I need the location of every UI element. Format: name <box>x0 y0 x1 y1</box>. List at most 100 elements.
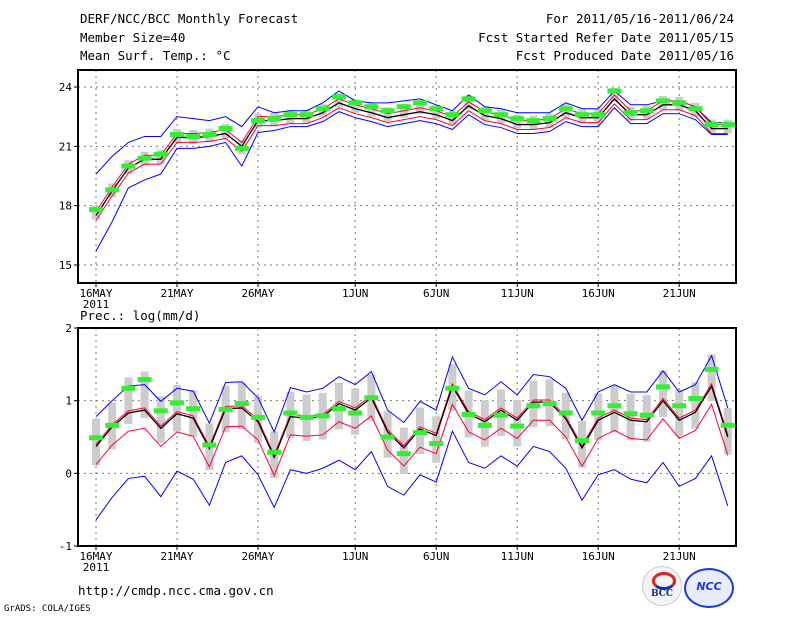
precip-observed-mark <box>720 422 735 428</box>
precip-observed-mark <box>704 366 719 372</box>
precip-xtick-label: 6JUN <box>423 550 450 563</box>
precip-observed-mark <box>251 414 265 420</box>
temp-xtick-label: 21MAY <box>160 287 193 300</box>
temp-plot-frame <box>77 69 737 284</box>
precip-observed-mark <box>477 422 492 428</box>
temp-observed-mark <box>202 131 217 137</box>
precip-xtick-label: 16MAY <box>79 550 112 563</box>
precip-member-box <box>140 371 149 419</box>
precip-observed-mark <box>364 395 379 401</box>
precip-max-line <box>95 354 729 434</box>
precip-observed-mark <box>672 403 687 409</box>
temp-member-box <box>367 102 376 117</box>
temp-observed-mark <box>283 112 298 118</box>
temp-ytick-label: 15 <box>59 259 72 272</box>
temp-observed-mark <box>429 106 444 112</box>
ncc-logo-text: NCC <box>696 580 722 593</box>
temp-observed-mark <box>494 112 508 118</box>
precip-member-box <box>432 416 441 463</box>
temp-member-box <box>335 92 343 107</box>
temp-observed-mark <box>380 108 395 114</box>
temp-observed-mark <box>364 104 379 110</box>
precip-panel-title: Prec.: log(mm/d) <box>80 308 201 323</box>
precip-member-box <box>124 377 133 424</box>
precip-xtick-label: 16JUN <box>582 550 615 563</box>
precip-ytick-label: 1 <box>65 395 72 408</box>
precip-member-box <box>399 427 408 475</box>
precip-member-box <box>561 392 570 440</box>
temp-observed-mark <box>639 108 654 114</box>
precip-member-box <box>723 407 732 455</box>
temp-observed-mark <box>542 116 557 122</box>
precip-member-box <box>156 396 165 443</box>
temp-observed-mark <box>186 133 201 139</box>
precip-observed-mark <box>267 449 282 455</box>
precip-upper-quartile-line <box>95 382 729 457</box>
precip-min-line <box>95 429 729 521</box>
temp-observed-mark <box>558 106 573 112</box>
precip-observed-mark <box>494 412 508 418</box>
temp-max-line <box>95 90 728 175</box>
precip-member-box <box>189 390 198 437</box>
precip-member-box <box>675 389 684 437</box>
temp-observed-mark <box>89 207 103 213</box>
precip-observed-mark <box>170 400 184 406</box>
precip-member-box <box>594 393 603 440</box>
temp-observed-mark <box>105 187 120 193</box>
temp-observed-mark <box>267 116 282 122</box>
precip-member-box <box>626 393 635 441</box>
precip-observed-mark <box>688 395 703 401</box>
temp-observed-mark <box>461 96 476 102</box>
precip-xtick-label: 21MAY <box>160 550 193 563</box>
temp-min-line <box>95 107 728 252</box>
precip-observed-mark <box>575 438 589 444</box>
temp-observed-mark <box>477 108 492 114</box>
temp-observed-mark <box>348 100 363 106</box>
precip-member-box <box>659 370 667 418</box>
precip-observed-mark <box>234 401 249 407</box>
precip-member-box <box>642 395 651 442</box>
temp-member-box <box>351 98 360 113</box>
precip-ytick-label: 2 <box>65 322 72 335</box>
temp-xtick-label: 16JUN <box>582 287 615 300</box>
temp-upper-quartile-line <box>95 94 728 212</box>
temp-xtick-label: 16MAY <box>79 287 112 300</box>
temp-observed-mark <box>704 122 719 128</box>
precip-observed-mark <box>413 430 427 436</box>
precip-observed-mark <box>153 408 168 414</box>
temp-observed-mark <box>720 122 735 128</box>
temp-observed-mark <box>510 116 525 122</box>
precip-xtick-label: 21JUN <box>663 550 696 563</box>
temp-observed-mark <box>153 151 168 157</box>
temp-xtick-label: 11JUN <box>501 287 534 300</box>
precip-lower-quartile-line <box>95 403 729 477</box>
grads-credit: GrADS: COLA/IGES <box>4 604 91 614</box>
precip-ytick-label: 0 <box>65 467 72 480</box>
temp-ytick-label: 18 <box>59 200 72 213</box>
precip-year-label: 2011 <box>83 561 110 574</box>
precip-observed-mark <box>137 377 152 383</box>
precip-mean-line <box>95 384 729 460</box>
precip-observed-mark <box>510 423 525 429</box>
precip-observed-mark <box>332 406 346 412</box>
ncc-logo: NCC <box>684 568 734 608</box>
temp-observed-mark <box>672 100 687 106</box>
precip-observed-mark <box>607 403 622 409</box>
temp-observed-mark <box>251 118 265 124</box>
precip-member-box <box>513 399 522 447</box>
precip-observed-mark <box>89 435 103 441</box>
source-url[interactable]: http://cmdp.ncc.cma.gov.cn <box>78 583 274 598</box>
precip-observed-mark <box>526 403 541 409</box>
precip-observed-mark <box>380 434 395 440</box>
temp-xtick-label: 1JUN <box>342 287 369 300</box>
precip-member-box <box>335 382 343 430</box>
precip-observed-mark <box>542 401 557 407</box>
forecast-period: For 2011/05/16-2011/06/24 <box>545 11 734 26</box>
precip-member-box <box>610 385 619 433</box>
temp-mean-line <box>95 97 728 216</box>
precip-member-box <box>707 354 716 402</box>
temp-observed-mark <box>575 112 589 118</box>
temp-observed-mark <box>234 145 249 151</box>
precip-observed-mark <box>121 385 136 391</box>
